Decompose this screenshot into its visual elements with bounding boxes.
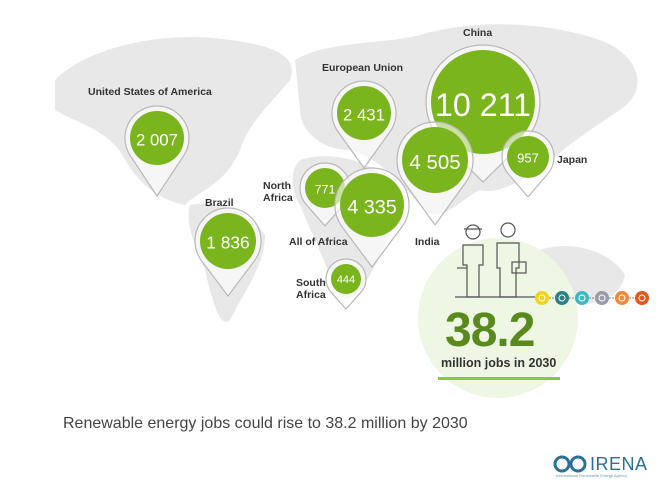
pin-united-states-of-america: 2 007	[124, 105, 190, 198]
total-highlight-circle	[418, 238, 578, 398]
total-jobs-value: 38.2	[445, 304, 535, 357]
region-label: North Africa	[263, 180, 293, 204]
irena-logo-icon	[553, 455, 587, 473]
region-label: Brazil	[205, 197, 234, 209]
ocean-icon-glyph	[638, 294, 646, 302]
pin-value: 444	[337, 274, 355, 286]
total-underline	[438, 377, 560, 380]
bioenergy-icon-glyph	[558, 294, 566, 302]
pin-circle	[431, 50, 535, 154]
region-label: Japan	[557, 154, 588, 166]
pin-japan: 957	[501, 130, 555, 198]
solar-icon-glyph	[538, 294, 546, 302]
bioenergy-icon	[555, 291, 569, 305]
region-label: European Union	[322, 62, 404, 74]
pin-india: 4 505	[396, 121, 474, 227]
pin-value: 4 505	[409, 151, 460, 174]
logo-tagline: International Renewable Energy Agency	[556, 473, 628, 478]
pin-circle	[402, 127, 468, 193]
pin-european-union: 2 431	[331, 80, 397, 170]
pin-brazil: 1 836	[194, 207, 262, 297]
briefcase-icon	[511, 261, 527, 274]
pin-circle	[331, 264, 361, 294]
pin-value: 957	[517, 151, 539, 166]
geothermal-icon	[615, 291, 629, 305]
logo-name: IRENA	[590, 454, 648, 474]
pin-value: 4 335	[347, 197, 397, 219]
pin-south-africa: 444	[325, 258, 367, 310]
caption: Renewable energy jobs could rise to 38.2…	[63, 415, 468, 432]
pin-circle	[130, 111, 184, 165]
pin-all-of-africa: 4 335	[334, 167, 410, 269]
total-jobs-label: million jobs in 2030	[441, 356, 557, 370]
pin-value: 1 836	[206, 233, 249, 253]
wind-icon-glyph	[598, 294, 606, 302]
solar-icon	[535, 291, 549, 305]
region-label: United States of America	[88, 86, 212, 98]
pin-circle	[200, 213, 256, 269]
pin-value: 2 007	[136, 130, 178, 149]
region-label: China	[463, 27, 493, 39]
pin-circle	[305, 168, 345, 208]
pin-value: 771	[315, 182, 336, 196]
workers-illustration	[455, 222, 535, 298]
pin-circle	[337, 86, 391, 140]
pin-value: 2 431	[343, 105, 385, 124]
pin-circle	[340, 173, 404, 237]
ocean-icon	[635, 291, 649, 305]
hydro-icon-glyph	[578, 294, 586, 302]
pin-value: 10 211	[435, 87, 531, 123]
region-label: All of Africa	[289, 236, 348, 248]
pin-circle	[507, 136, 549, 178]
geothermal-icon-glyph	[618, 294, 626, 302]
hydro-icon	[575, 291, 589, 305]
wind-icon	[595, 291, 609, 305]
region-label: South Africa	[296, 277, 326, 301]
region-label: India	[415, 236, 440, 248]
